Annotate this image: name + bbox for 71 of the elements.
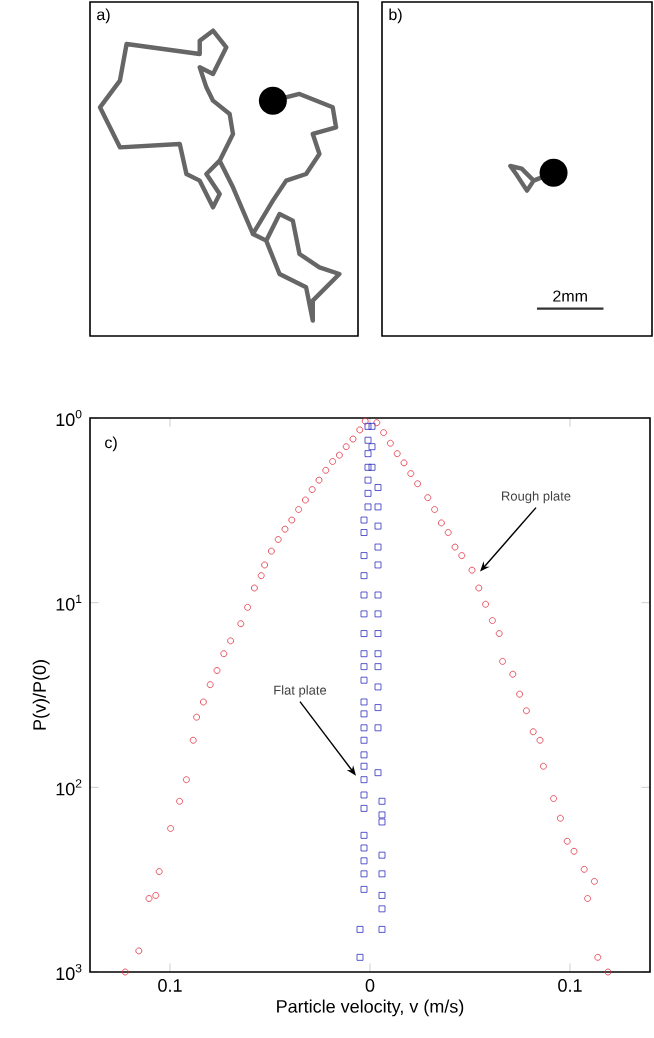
point [364, 489, 372, 497]
y-tick-label: 10$^{2}$ [56, 779, 82, 796]
point [374, 650, 382, 658]
point [364, 476, 372, 484]
point [360, 724, 368, 732]
point [360, 516, 368, 524]
point [360, 591, 368, 599]
point [360, 791, 368, 799]
point [364, 422, 372, 430]
point [374, 630, 382, 637]
y-tick-label: 10$^{0}$ [56, 409, 82, 427]
point [360, 572, 368, 580]
point [364, 436, 372, 444]
point [356, 953, 364, 961]
point [360, 610, 368, 618]
point [360, 698, 368, 706]
y-tick-label: 10$^{3}$ [56, 963, 82, 981]
point [364, 503, 372, 511]
point [378, 905, 386, 913]
point [378, 811, 386, 819]
point [360, 710, 368, 718]
x-tick-label: 0.1 [558, 979, 582, 992]
x-tick-label: 0 [365, 979, 375, 992]
text: a) [97, 8, 110, 24]
text: b) [389, 8, 402, 24]
point [374, 591, 382, 599]
point [360, 804, 368, 812]
point [360, 630, 368, 637]
point [360, 676, 368, 684]
point [360, 751, 368, 759]
point [378, 818, 386, 826]
text: 2mm [553, 290, 587, 302]
point [360, 857, 368, 865]
text: c) [105, 436, 117, 452]
point [378, 926, 386, 933]
point [368, 463, 376, 471]
point [374, 769, 382, 777]
x-axis-title: Particle velocity, v (m/s) [277, 999, 464, 1017]
point [374, 663, 382, 671]
x-tick-label: 0.1 [158, 979, 182, 992]
point [368, 422, 376, 430]
point [374, 610, 382, 618]
point [360, 552, 368, 559]
point [374, 704, 382, 711]
point [378, 870, 386, 878]
point [364, 450, 372, 458]
point [360, 529, 368, 536]
point [356, 926, 364, 933]
point [374, 724, 382, 732]
point [378, 892, 386, 899]
point [360, 663, 368, 671]
point [374, 503, 382, 511]
point [360, 650, 368, 658]
point [360, 831, 368, 839]
point [374, 561, 382, 569]
point [360, 844, 368, 852]
point [368, 443, 376, 451]
y-tick-label: 10$^{1}$ [56, 594, 82, 611]
point [378, 851, 386, 859]
point [374, 543, 382, 551]
point [360, 736, 368, 744]
point [364, 463, 372, 471]
point [374, 683, 382, 691]
y-axis-title: P(v)/P(0) [32, 660, 50, 730]
point [360, 776, 368, 784]
point [360, 762, 368, 770]
point [374, 522, 382, 530]
point [360, 870, 368, 878]
point [360, 885, 368, 893]
point [374, 484, 382, 491]
point [378, 797, 386, 805]
